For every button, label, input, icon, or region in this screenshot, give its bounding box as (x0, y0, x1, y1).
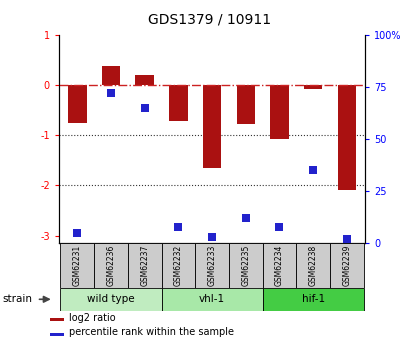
Bar (297, 243, 330, 288)
Point (344, 236, 350, 242)
Bar (203, 85, 221, 168)
Bar (229, 243, 262, 288)
Bar (330, 243, 364, 288)
Bar (102, 66, 120, 85)
Text: vhl-1: vhl-1 (199, 294, 225, 304)
Bar (169, 85, 188, 121)
Text: GSM62238: GSM62238 (309, 245, 318, 286)
Bar (162, 288, 262, 310)
Bar (338, 85, 356, 190)
Text: GSM62239: GSM62239 (342, 245, 352, 286)
Bar (270, 85, 289, 139)
Bar (262, 288, 364, 310)
Bar (135, 75, 154, 85)
Point (175, 224, 182, 229)
Text: GSM62235: GSM62235 (241, 245, 250, 286)
Point (310, 167, 317, 173)
Point (242, 215, 249, 221)
Text: strain: strain (2, 294, 32, 304)
Point (142, 105, 148, 110)
Point (276, 224, 283, 229)
Bar (50, 333, 64, 336)
Point (108, 90, 114, 96)
Bar (262, 243, 297, 288)
Text: wild type: wild type (87, 294, 135, 304)
Text: GSM62236: GSM62236 (107, 245, 116, 286)
Point (209, 234, 215, 240)
Bar (60, 288, 162, 310)
Bar (236, 85, 255, 124)
Bar (162, 243, 195, 288)
Text: GSM62234: GSM62234 (275, 245, 284, 286)
Text: percentile rank within the sample: percentile rank within the sample (69, 327, 234, 337)
Bar (68, 85, 87, 122)
Bar (60, 243, 94, 288)
Bar (195, 243, 229, 288)
Text: GSM62233: GSM62233 (207, 245, 217, 286)
Text: GSM62237: GSM62237 (140, 245, 149, 286)
Bar (128, 243, 162, 288)
Bar (304, 85, 323, 89)
Text: GSM62232: GSM62232 (174, 245, 183, 286)
Bar (50, 318, 64, 321)
Text: log2 ratio: log2 ratio (69, 313, 116, 323)
Point (74, 230, 81, 236)
Text: GSM62231: GSM62231 (73, 245, 82, 286)
Text: GDS1379 / 10911: GDS1379 / 10911 (148, 12, 272, 26)
Bar (94, 243, 128, 288)
Text: hif-1: hif-1 (302, 294, 325, 304)
